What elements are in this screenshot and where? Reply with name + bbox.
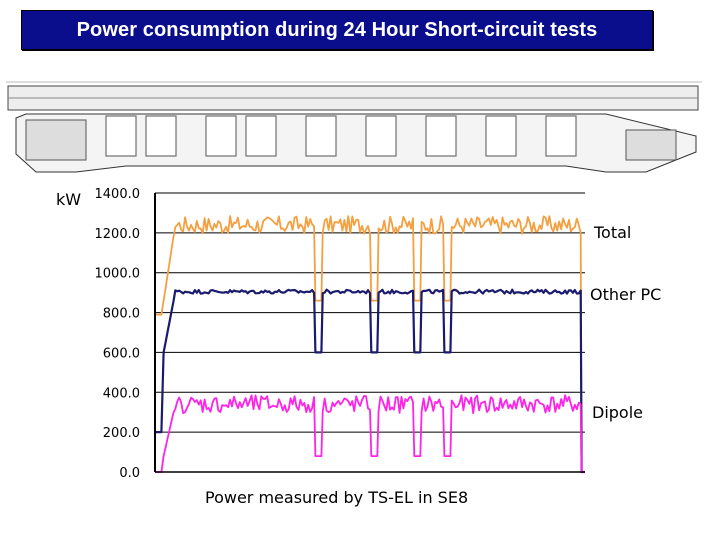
series-line-dipole bbox=[155, 394, 585, 473]
tunnel-schematic bbox=[6, 81, 702, 173]
series-line-other-pc bbox=[155, 288, 585, 474]
chart-caption: Power measured by TS-EL in SE8 bbox=[205, 488, 468, 507]
series-label-total: Total bbox=[593, 223, 631, 242]
series-line-total bbox=[155, 215, 585, 473]
series-label-other-pc: Other PC bbox=[590, 285, 661, 304]
y-axis-label: kW bbox=[56, 190, 81, 209]
y-tick-label: 1400.0 bbox=[95, 187, 141, 202]
y-tick-labels: 0.0 200.0 400.0 600.0 800.0 1000.0 1200.0 1400.… bbox=[95, 187, 141, 481]
series-lines bbox=[155, 215, 585, 474]
title-banner: Power consumption during 24 Hour Short-c… bbox=[21, 10, 653, 50]
chart-title: Power consumption during 24 Hour Short-c… bbox=[76, 18, 598, 41]
y-tick-label: 200.0 bbox=[103, 426, 140, 441]
y-tick-label: 0.0 bbox=[119, 466, 140, 481]
y-tick-label: 800.0 bbox=[103, 307, 140, 322]
y-tick-label: 600.0 bbox=[103, 346, 140, 361]
y-tick-label: 1000.0 bbox=[95, 267, 141, 282]
y-tick-label: 1200.0 bbox=[95, 227, 141, 242]
series-label-dipole: Dipole bbox=[592, 403, 643, 422]
y-tick-label: 400.0 bbox=[103, 386, 140, 401]
